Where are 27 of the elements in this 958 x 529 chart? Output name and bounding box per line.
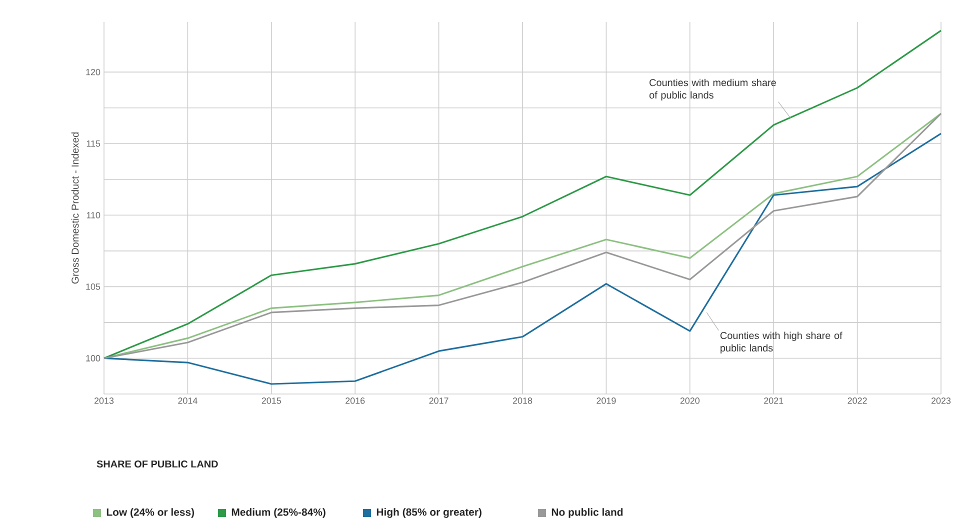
legend-label: Low (24% or less) — [106, 508, 194, 518]
annotation: Counties with medium share of public lands — [649, 78, 776, 101]
x-tick-label: 2013 — [94, 398, 114, 404]
annotation: Counties with high share of public lands — [720, 332, 842, 354]
y-axis-title: Gross Domestic Product - Indexed — [71, 132, 79, 284]
x-tick-label: 2017 — [429, 398, 448, 404]
x-tick-label: 2016 — [346, 398, 365, 404]
line-series — [103, 112, 942, 360]
x-tick-label: 2023 — [931, 398, 951, 404]
legend-label: High (85% or greater) — [376, 508, 482, 518]
x-tick-label: 2018 — [512, 398, 532, 404]
y-tick-label: 105 — [86, 284, 100, 290]
line-series — [103, 132, 942, 385]
x-tick-label: 2021 — [764, 398, 784, 404]
legend-label: Medium (25%-84%) — [232, 508, 326, 518]
x-tick-label: 2015 — [262, 398, 281, 404]
y-tick-label: 120 — [86, 68, 100, 76]
x-tick-label: 2019 — [596, 398, 616, 404]
x-tick-label: 2022 — [848, 398, 867, 404]
y-tick-label: 110 — [86, 212, 100, 218]
y-tick-label: 100 — [86, 355, 100, 362]
line-series — [103, 30, 942, 360]
y-tick-label: 115 — [86, 140, 100, 147]
x-tick-label: 2014 — [178, 398, 198, 404]
x-tick-label: 2020 — [680, 398, 700, 404]
legend-label: No public land — [552, 508, 623, 518]
legend-title: SHARE OF PUBLIC LAND — [96, 460, 218, 468]
